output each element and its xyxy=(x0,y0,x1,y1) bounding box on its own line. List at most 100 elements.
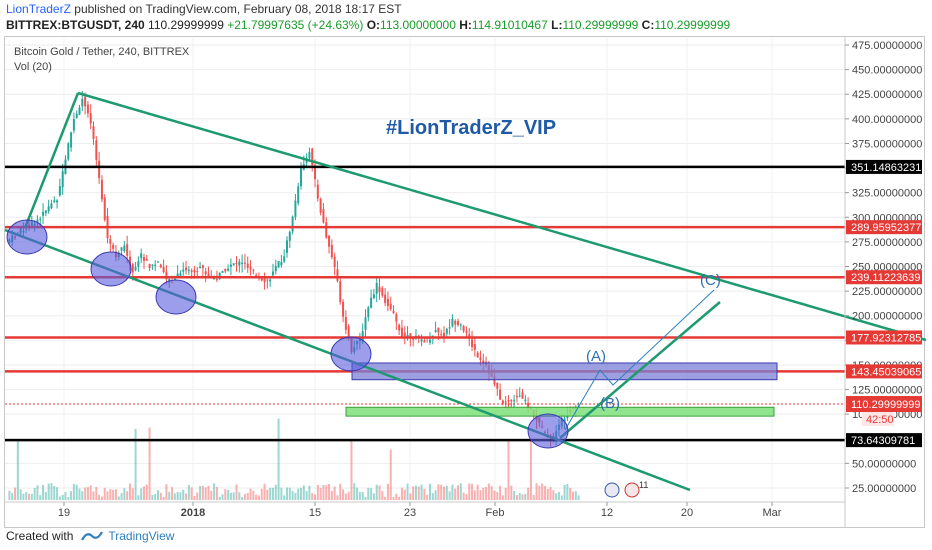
volume-bar xyxy=(70,491,73,500)
volume-bar xyxy=(196,492,199,500)
volume-bar xyxy=(134,428,137,500)
low-value: 110.29999999 xyxy=(562,18,639,32)
candle-body xyxy=(277,261,280,268)
volume-bar xyxy=(392,496,395,500)
volume-bar xyxy=(75,484,78,500)
volume-bar xyxy=(185,493,188,500)
volume-bar xyxy=(457,485,460,500)
candle-body xyxy=(100,179,103,200)
volume-bar xyxy=(25,492,28,500)
candle-body xyxy=(47,206,50,212)
y-tick-label: 400.00000000 xyxy=(852,114,922,126)
author-link[interactable]: LionTraderZ xyxy=(6,2,71,16)
volume-bar xyxy=(482,487,485,500)
candle-body xyxy=(187,269,190,271)
volume-bar xyxy=(263,483,266,500)
volume-bar xyxy=(465,494,468,500)
volume-bar xyxy=(19,489,22,500)
volume-bar xyxy=(538,485,541,500)
volume-bar xyxy=(89,485,92,500)
volume-bar xyxy=(521,494,524,500)
volume-bar xyxy=(314,494,317,500)
candle-body xyxy=(39,218,42,220)
volume-bar xyxy=(241,496,244,500)
volume-bar xyxy=(249,488,252,500)
volume-bar xyxy=(140,488,143,500)
event-icons[interactable]: 11 xyxy=(604,480,648,498)
touch-markers xyxy=(6,219,569,449)
y-tick-label: 50.00000000 xyxy=(852,458,916,470)
candle-body xyxy=(98,160,101,179)
volume-bar xyxy=(16,440,19,500)
volume-bar xyxy=(535,483,538,500)
volume-bar xyxy=(218,496,221,500)
candle-body xyxy=(403,332,406,337)
footer-brand[interactable]: TradingView xyxy=(108,529,175,543)
candle-body xyxy=(199,266,202,269)
volume-bar xyxy=(291,490,294,500)
candle-body xyxy=(420,339,423,342)
candle-body xyxy=(86,104,89,114)
volume-bar xyxy=(53,485,56,500)
volume-bar xyxy=(353,483,356,500)
volume-bar xyxy=(50,483,53,500)
time-axis[interactable]: 19 2018 15 23 Feb 12 20 Mar xyxy=(5,501,845,519)
close-value: 110.29999999 xyxy=(654,18,731,32)
candle-body xyxy=(120,247,123,251)
volume-bar xyxy=(126,491,129,500)
candle-body xyxy=(126,244,129,256)
candle-body xyxy=(221,270,224,273)
volume-bar xyxy=(350,439,353,500)
candle-body xyxy=(263,277,266,283)
high-value: 114.91010467 xyxy=(471,18,548,32)
volume-bar xyxy=(98,494,101,500)
candle-body xyxy=(319,198,322,213)
candle-body xyxy=(389,303,392,309)
candle-body xyxy=(243,262,246,264)
volume-bar xyxy=(571,491,574,500)
volume-bar xyxy=(549,487,552,500)
candle-body xyxy=(232,263,235,265)
candle-body xyxy=(84,96,87,107)
volume-bar xyxy=(257,495,260,500)
candle-body xyxy=(89,113,92,124)
volume-bar xyxy=(92,491,95,500)
candle-body xyxy=(42,211,45,216)
candle-body xyxy=(227,268,230,271)
candle-body xyxy=(274,266,277,272)
volume-bar xyxy=(67,496,70,500)
candle-body xyxy=(434,330,437,332)
candle-body xyxy=(496,382,499,389)
volume-bar xyxy=(246,492,249,500)
publish-info: published on TradingView.com, February 0… xyxy=(74,2,402,16)
candle-body xyxy=(271,271,274,276)
candle-body xyxy=(238,261,241,266)
price-axis[interactable]: 475.00000000 450.00000000 425.00000000 400.… xyxy=(844,37,922,527)
volume-bar xyxy=(381,491,384,500)
candle-body xyxy=(454,320,457,325)
h-label: H: xyxy=(459,18,472,32)
volume-bar xyxy=(395,493,398,500)
volume-bar xyxy=(14,487,17,500)
volume-bar xyxy=(333,486,336,500)
volume-bar xyxy=(356,487,359,500)
volume-bar xyxy=(165,484,168,500)
candle-body xyxy=(229,264,232,267)
candle-body xyxy=(154,264,157,266)
volume-bar xyxy=(358,492,361,500)
volume-bar xyxy=(179,492,182,500)
volume-bar xyxy=(224,489,227,500)
candle-body xyxy=(440,334,443,336)
volume-bar xyxy=(255,494,258,500)
volume-bar xyxy=(476,484,479,500)
volume-bar xyxy=(414,485,417,500)
price-value: 110.29999999 xyxy=(148,18,224,32)
candle-body xyxy=(173,278,176,280)
volume-bar xyxy=(86,487,89,500)
level-price-label: 143.45039065 xyxy=(851,366,921,378)
candle-body xyxy=(165,271,168,280)
candle-body xyxy=(75,113,78,119)
chart-legend-title: Bitcoin Gold / Tether, 240, BITTREX xyxy=(14,46,190,58)
volume-bars xyxy=(8,418,580,500)
